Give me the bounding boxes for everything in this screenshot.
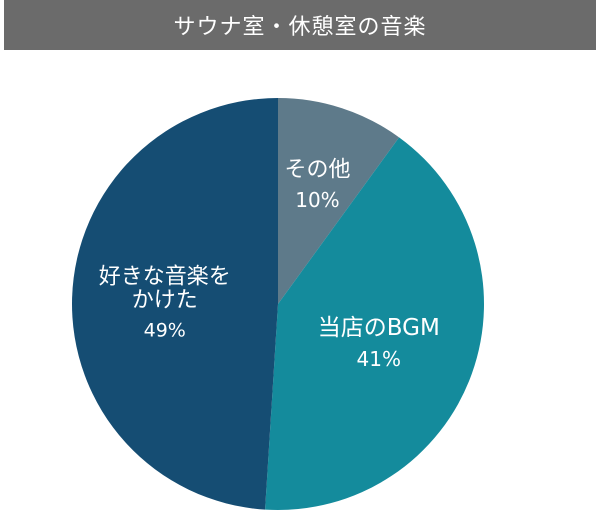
slice-label-1-line-0: 当店のBGM: [318, 315, 440, 341]
slice-percent-2: 49%: [144, 320, 186, 342]
slice-percent-0: 10%: [295, 188, 339, 212]
slice-label-2-line-1: かけた: [132, 288, 198, 313]
chart-title: サウナ室・休憩室の音楽: [173, 15, 427, 40]
pie-slice-2: [72, 98, 278, 510]
slice-label-2-line-0: 好きな音楽を: [99, 265, 231, 290]
slice-percent-1: 41%: [357, 347, 401, 371]
pie-slice-1: [265, 137, 484, 510]
pie-slice-0: [278, 98, 400, 304]
chart-title-bar: サウナ室・休憩室の音楽: [4, 0, 596, 50]
slice-label-0-line-0: その他: [284, 158, 350, 183]
